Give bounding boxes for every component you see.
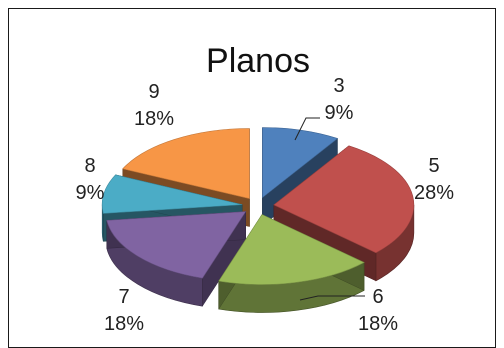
slice-category-label-8: 8: [84, 155, 95, 177]
pie-slices: [101, 127, 415, 313]
leader-line-6: [299, 295, 365, 301]
slice-top-5: [273, 145, 415, 254]
slice-percent-label-8: 9%: [76, 182, 105, 204]
slice-top-8: [101, 174, 243, 214]
slice-top-7: [106, 211, 247, 279]
slice-percent-label-9: 18%: [134, 108, 174, 130]
slice-category-label-7: 7: [118, 286, 129, 308]
leader-lines: [294, 117, 365, 301]
slice-top-3: [262, 127, 339, 199]
slice-percent-label-3: 9%: [325, 102, 354, 124]
slice-category-label-3: 3: [333, 75, 344, 97]
slice-percent-label-7: 18%: [104, 313, 144, 335]
slice-category-label-6: 6: [372, 286, 383, 308]
slice-percent-label-6: 18%: [358, 313, 398, 335]
leader-line-3: [294, 117, 320, 141]
pie-slice-7: [106, 210, 247, 308]
chart-title: Planos: [206, 42, 310, 80]
slice-labels: 3 9% 5 28% 6 18% 7 18% 8 9% 9 18%: [76, 75, 455, 335]
slice-top-6: [218, 214, 365, 285]
slice-percent-label-5: 28%: [414, 182, 454, 204]
slice-top-9: [122, 128, 250, 199]
slice-category-label-9: 9: [148, 81, 159, 103]
pie-slice-6: [218, 213, 365, 313]
slice-category-label-5: 5: [428, 155, 439, 177]
